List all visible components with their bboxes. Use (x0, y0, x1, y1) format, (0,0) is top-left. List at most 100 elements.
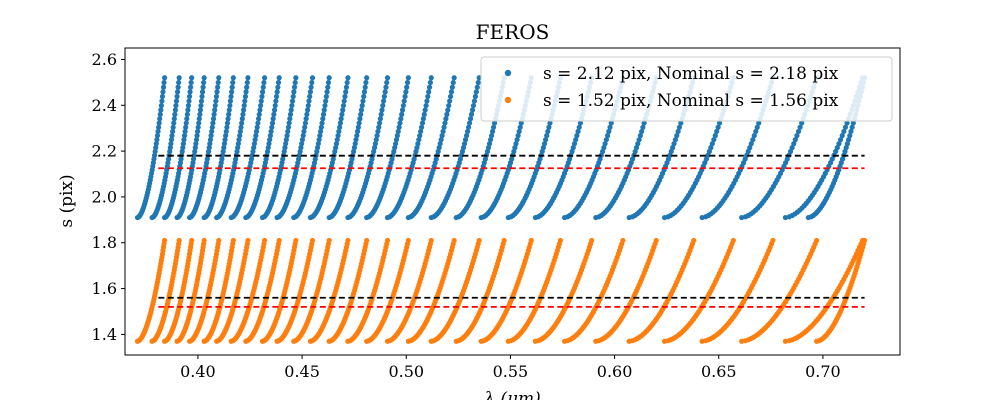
data-point (448, 89, 455, 95)
data-point (463, 133, 470, 139)
data-point (340, 107, 346, 113)
data-point (306, 98, 312, 104)
data-point (297, 148, 303, 155)
data-point (795, 128, 802, 135)
data-point (285, 128, 291, 135)
data-point (491, 120, 498, 126)
legend-marker-series-1 (504, 69, 512, 77)
data-point (181, 133, 188, 139)
series-2-order-25 (593, 237, 659, 344)
data-point (417, 133, 423, 139)
data-point (242, 93, 249, 100)
data-point (157, 111, 163, 118)
data-point (513, 141, 519, 147)
data-point (547, 120, 553, 126)
data-point (573, 137, 579, 143)
data-point (167, 148, 173, 155)
data-point (237, 128, 243, 135)
data-point (676, 124, 683, 130)
data-point (354, 133, 360, 139)
data-point (186, 98, 192, 104)
data-point (176, 237, 182, 244)
data-point (392, 145, 398, 151)
data-point (653, 237, 659, 244)
data-point (576, 124, 582, 130)
data-point (269, 120, 276, 126)
data-point (307, 89, 314, 95)
data-point (383, 84, 389, 90)
series-2-order-9 (243, 237, 282, 344)
data-point (424, 98, 430, 104)
data-point (314, 145, 321, 151)
data-point (354, 128, 361, 135)
data-point (209, 128, 215, 135)
data-point (770, 237, 776, 244)
data-point (636, 137, 642, 143)
series-2-order-17 (384, 237, 434, 344)
legend-marker-series-2 (504, 96, 512, 104)
data-point (239, 120, 245, 126)
data-point (258, 98, 264, 104)
data-point (187, 89, 193, 95)
data-point (838, 137, 844, 143)
data-point (543, 137, 549, 143)
x-tick-label: 0.60 (597, 362, 633, 381)
data-point (185, 102, 192, 109)
data-point (325, 84, 331, 90)
data-point (315, 141, 321, 147)
data-point (196, 120, 202, 126)
data-point (364, 75, 370, 81)
data-point (207, 137, 214, 143)
x-axis-label: λ (μm) (483, 389, 541, 400)
data-point (227, 102, 233, 109)
x-tick-label: 0.45 (284, 362, 320, 381)
data-point (606, 128, 612, 135)
data-point (308, 84, 314, 90)
series-2-order-11 (274, 237, 316, 344)
data-point (215, 84, 221, 90)
data-point (183, 120, 189, 126)
data-point (469, 107, 476, 113)
data-point (256, 111, 262, 118)
data-point (285, 124, 292, 130)
data-point (671, 141, 677, 147)
data-point (637, 133, 643, 139)
data-point (377, 116, 383, 122)
legend-label-series-2: s = 1.52 pix, Nominal s = 1.56 pix (543, 91, 839, 111)
data-point (184, 116, 190, 122)
data-point (184, 111, 190, 118)
series-2-order-22 (505, 237, 564, 344)
data-point (318, 124, 324, 130)
data-point (193, 137, 200, 143)
data-point (486, 141, 493, 147)
data-point (201, 79, 207, 86)
data-point (428, 237, 434, 244)
data-point (266, 141, 272, 147)
data-point (174, 93, 180, 100)
data-point (173, 98, 180, 104)
data-point (338, 116, 344, 122)
data-point (326, 237, 332, 244)
data-point (160, 84, 167, 90)
data-point (322, 102, 328, 109)
data-point (236, 137, 242, 143)
data-point (337, 120, 343, 126)
data-point (273, 93, 280, 100)
data-point (275, 79, 282, 86)
data-point (342, 93, 348, 100)
data-point (382, 89, 388, 95)
data-point (476, 75, 482, 81)
data-point (154, 133, 161, 139)
data-point (301, 128, 307, 135)
data-point (194, 133, 200, 139)
data-point (575, 128, 581, 135)
data-point (442, 120, 448, 126)
data-point (186, 93, 193, 100)
y-axis-ticks: 1.4 1.6 1.8 2.0 2.2 2.4 2.6 (92, 50, 125, 344)
data-point (216, 75, 222, 81)
data-point (378, 111, 384, 118)
data-point (188, 84, 194, 90)
data-point (323, 93, 329, 100)
data-point (709, 141, 715, 147)
series-2-order-21 (478, 237, 534, 344)
